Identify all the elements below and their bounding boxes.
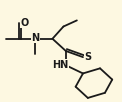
- Text: HN: HN: [52, 60, 69, 70]
- Text: N: N: [31, 33, 39, 43]
- Text: O: O: [21, 18, 29, 28]
- Text: S: S: [84, 52, 91, 62]
